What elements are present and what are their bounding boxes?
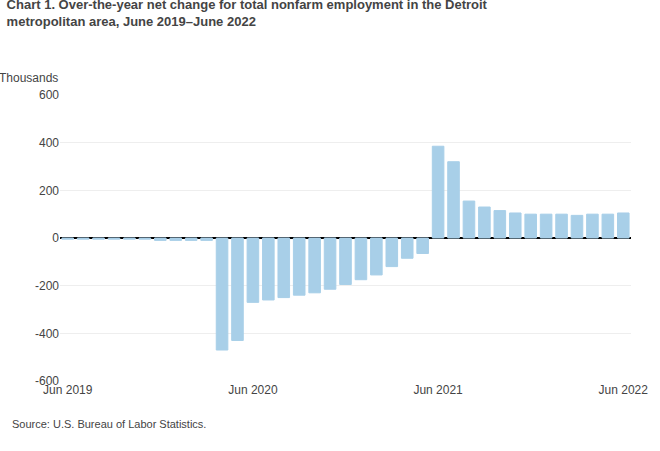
- svg-text:200: 200: [39, 184, 59, 198]
- svg-text:-200: -200: [35, 279, 59, 293]
- svg-text:Jun 2019: Jun 2019: [43, 383, 93, 397]
- svg-text:Source: U.S. Bureau of Labor S: Source: U.S. Bureau of Labor Statistics.: [12, 418, 206, 430]
- svg-text:Jun 2020: Jun 2020: [228, 383, 278, 397]
- svg-text:-400: -400: [35, 327, 59, 341]
- svg-text:0: 0: [52, 231, 59, 245]
- svg-text:Jun 2022: Jun 2022: [599, 383, 649, 397]
- svg-text:400: 400: [39, 136, 59, 150]
- svg-text:-600: -600: [35, 374, 59, 388]
- svg-text:Thousands: Thousands: [0, 71, 58, 85]
- svg-text:600: 600: [39, 88, 59, 102]
- svg-text:Jun 2021: Jun 2021: [413, 383, 463, 397]
- svg-text:Chart 1. Over-the-year net cha: Chart 1. Over-the-year net change for to…: [7, 0, 488, 29]
